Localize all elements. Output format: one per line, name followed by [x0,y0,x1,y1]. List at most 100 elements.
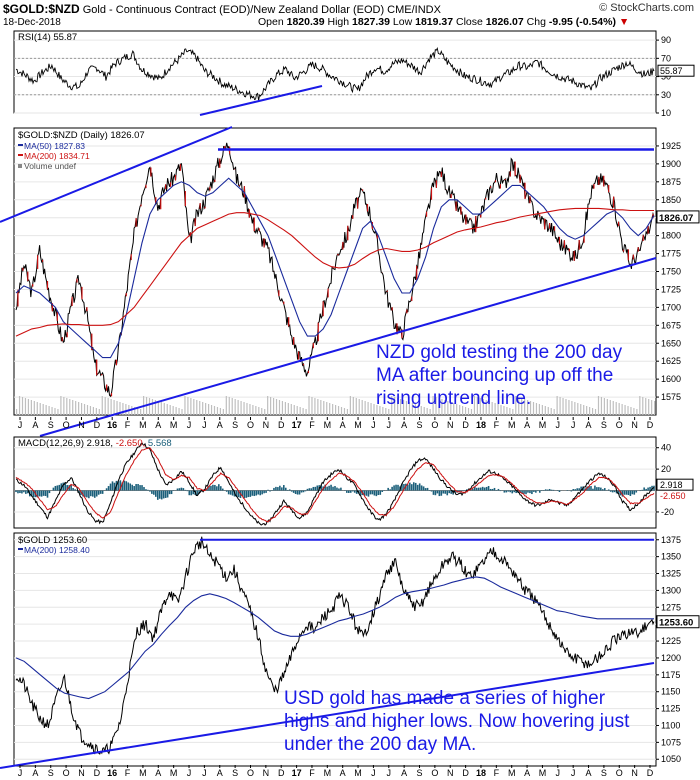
volume-bar [405,401,408,415]
usd-tick-label: 1275 [661,602,681,612]
usd-x-tick-label: S [417,768,423,778]
price-tick-label: 1850 [661,195,681,205]
usd-tick-label: 1225 [661,636,681,646]
volume-bar [577,403,579,415]
volume-bar [302,408,304,415]
usd-x-tick-label: M [508,768,516,778]
volume-bar [222,409,224,415]
volume-bar [559,397,561,415]
volume-bar [571,401,573,415]
usd-x-tick-label: D [278,768,285,778]
volume-bar [27,399,30,415]
ma200-legend: MA(200) 1834.71 [24,151,90,161]
usd-x-tick-label: J [371,768,376,778]
price-x-tick-label: O [63,420,70,430]
volume-bar [364,401,366,415]
chart-title: $GOLD:$NZD Gold - Continuous Contract (E… [3,2,441,16]
volume-bar [237,400,239,415]
usd-x-tick-label: O [63,768,70,778]
volume-bar [213,406,216,415]
price-x-tick-label: J [18,420,23,430]
usd-tick-label: 1150 [661,687,680,697]
volume-bar [624,405,626,415]
price-tick-label: 1875 [661,177,681,187]
volume-bar [565,399,567,415]
usd-x-tick-label: S [232,768,238,778]
price-x-tick-label: J [202,420,207,430]
volume-bar [252,405,254,415]
volume-bar [654,401,656,415]
volume-bar [462,406,464,415]
usd-gold-panel [13,532,657,767]
usd-x-tick-label: S [601,768,607,778]
volume-bar [137,408,139,415]
volume-bar [89,406,92,415]
volume-bar [337,406,340,415]
usd-x-tick-label: J [387,768,392,778]
price-x-tick-label: M [170,420,178,430]
usd-x-tick-label: J [202,768,207,778]
usd-gold-series-line [15,536,655,755]
volume-bar [154,400,157,415]
usd-x-tick-label: F [494,768,500,778]
volume-bar [305,409,307,415]
volume-bar [450,402,452,415]
volume-bar [335,405,337,415]
volume-bar [642,397,644,415]
volume-bar [574,402,576,415]
volume-bar [187,397,189,415]
volume-bar [456,404,458,415]
price-x-tick-label: D [647,420,654,430]
volume-bar [444,400,446,415]
macd-panel [13,436,657,529]
volume-bar [299,407,301,415]
volume-bar [18,396,21,415]
volume-bar [122,403,124,415]
volume-bar [190,398,192,415]
usd-x-tick-label: N [631,768,638,778]
macd-title: MACD(12,26,9) 2.918, -2.650, 5.568 [18,438,172,449]
rsi-tick-label: 70 [661,53,671,63]
usd-tick-label: 1050 [661,754,681,764]
usd-x-tick-label: O [431,768,438,778]
price-x-tick-label: J [371,420,376,430]
volume-bar [314,398,316,415]
volume-bar [494,403,496,415]
usd-uptrend-line [0,662,655,769]
volume-bar [512,409,514,415]
usd-x-tick-label: A [340,768,346,778]
usd-tick-label: 1375 [661,535,681,545]
chart-date: 18-Dec-2018 [3,17,61,28]
volume-bar [414,404,416,415]
volume-bar [597,396,600,415]
usd-x-tick-label: O [247,768,254,778]
price-x-tick-label: S [232,420,238,430]
price-x-tick-label: M [139,420,147,430]
volume-bar [69,399,71,415]
volume-bar [429,409,431,415]
volume-bar [435,397,437,415]
volume-bar [606,399,608,415]
volume-bar [509,408,511,415]
usd-x-tick-label: S [48,768,54,778]
volume-bar [160,402,162,415]
rsi-last-value-label: 55.87 [660,66,683,76]
volume-bar [394,397,396,415]
usd-x-tick-label: A [155,768,161,778]
volume-bar [385,408,387,415]
volume-bar [515,396,517,415]
volume-bar [169,405,171,415]
usd-tick-label: 1075 [661,737,681,747]
down-arrow-icon: ▼ [618,16,630,28]
volume-bar [45,405,47,415]
volume-bar [600,397,603,415]
price-tick-label: 1575 [661,392,681,402]
ma50-legend-swatch [18,144,23,146]
usd-x-tick-label: M [170,768,178,778]
volume-bar [358,399,360,415]
volume-bar [172,406,174,415]
usd-tick-label: 1300 [661,585,681,595]
volume-bar [423,407,425,415]
volume-bar [258,407,260,415]
volume-bar [207,404,210,415]
